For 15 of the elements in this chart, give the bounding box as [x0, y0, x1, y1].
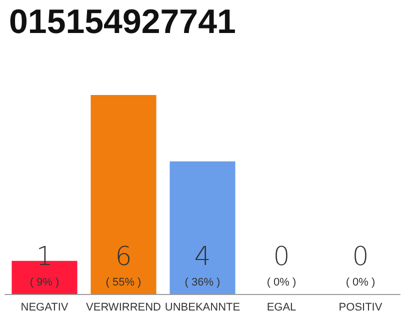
data-label: 0: [273, 242, 290, 272]
annotation: ( 55% ): [106, 276, 142, 288]
data-label: 6: [115, 242, 132, 272]
x-tick-label: VERWIRREND: [86, 302, 162, 314]
annotation: ( 36% ): [184, 276, 220, 288]
annotation: ( 0% ): [266, 276, 296, 288]
annotation: ( 9% ): [30, 276, 60, 288]
x-tick-label: UNBEKANNTE: [164, 302, 240, 314]
annotation: ( 0% ): [346, 276, 376, 288]
x-tick-label: EGAL: [266, 302, 296, 314]
x-tick-label: POSITIV: [338, 302, 383, 314]
chart-title: 015154927741: [9, 3, 236, 41]
data-label: 4: [194, 242, 211, 272]
data-label: 0: [352, 242, 369, 272]
x-tick-label: NEGATIV: [20, 302, 69, 314]
